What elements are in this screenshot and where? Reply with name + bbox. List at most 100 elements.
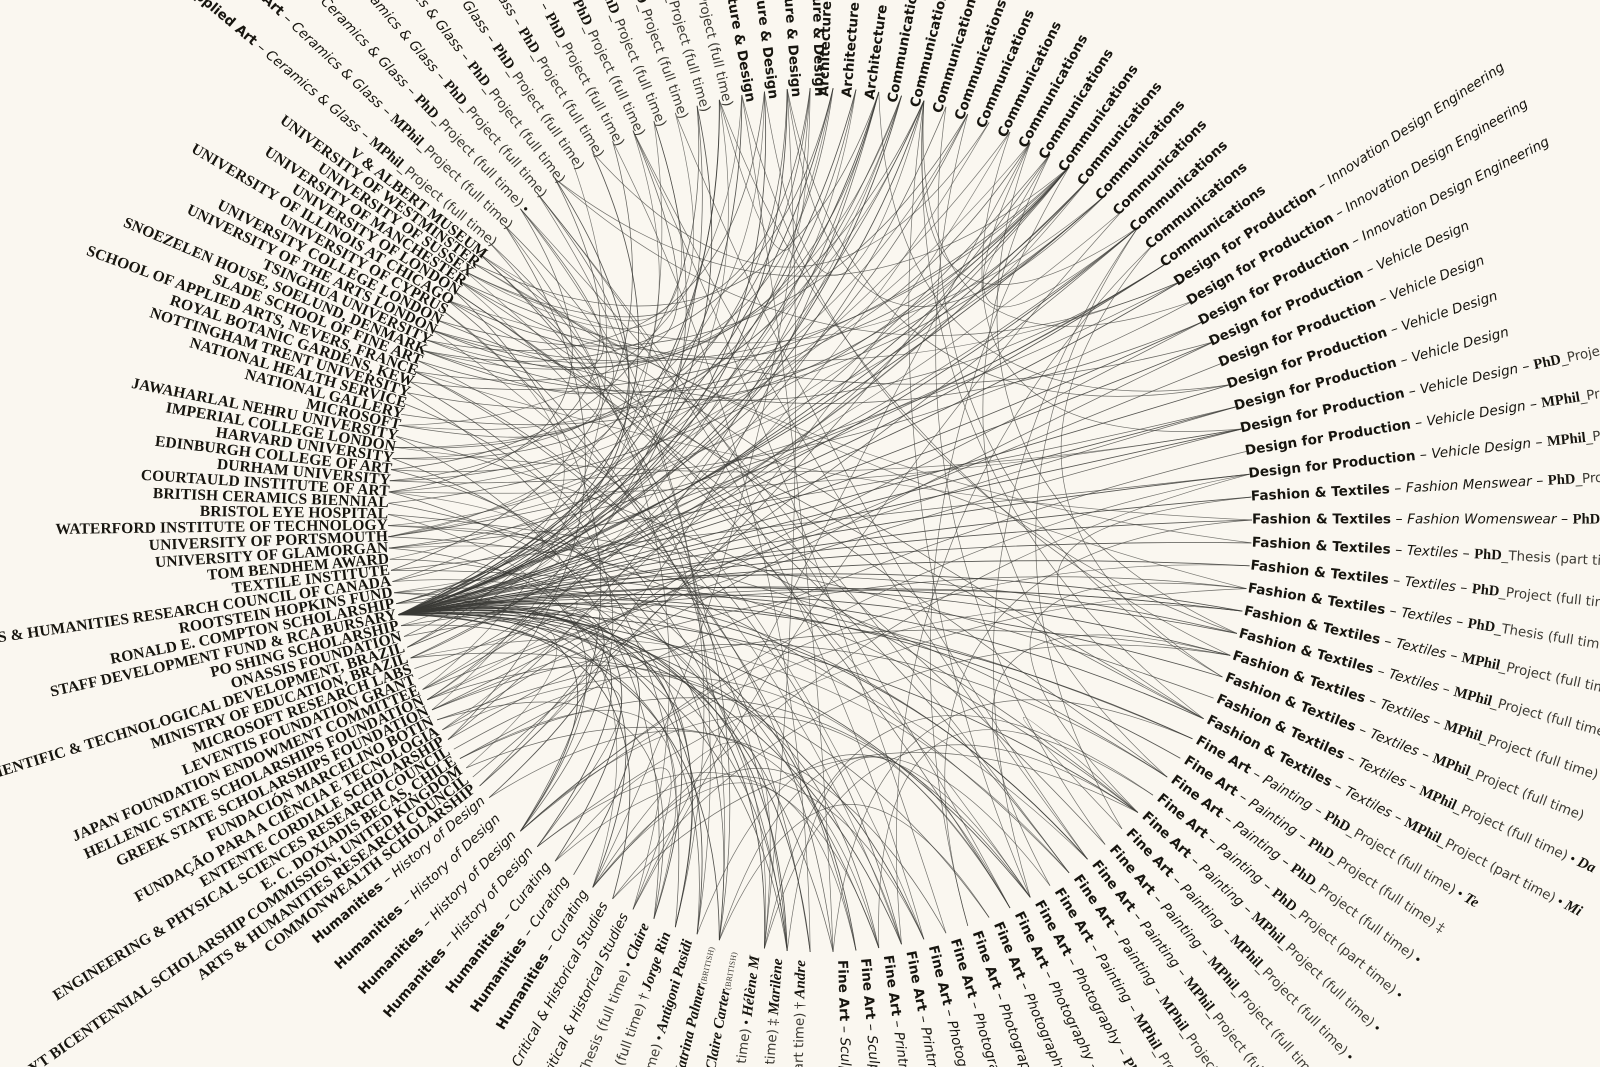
chord-link bbox=[398, 473, 1250, 616]
chord-link bbox=[764, 89, 797, 949]
chord-link bbox=[388, 536, 1139, 813]
chord-link bbox=[427, 91, 880, 368]
chord-link bbox=[398, 95, 902, 430]
researcher-name[interactable]: Mi bbox=[1561, 897, 1585, 920]
chord-link bbox=[982, 154, 1168, 778]
researcher-name[interactable]: Hélène M bbox=[739, 954, 764, 1018]
programme-school: Fine Art bbox=[834, 959, 852, 1022]
chord-link bbox=[410, 381, 788, 951]
chord-link bbox=[403, 100, 925, 637]
programme-work-type: _Thesis (part time) bbox=[1501, 548, 1600, 571]
chord-link bbox=[459, 697, 1031, 898]
chord-link bbox=[398, 95, 743, 426]
chord-link bbox=[447, 300, 788, 951]
researcher-name[interactable]: Claire Carter bbox=[703, 987, 734, 1067]
programme-label[interactable]: Architecture & Design bbox=[816, 0, 838, 97]
label-separator-icon: † bbox=[636, 991, 653, 1003]
chord-link bbox=[592, 782, 857, 951]
chord-link bbox=[392, 131, 1011, 582]
chord-link bbox=[537, 193, 711, 935]
label-separator-icon: † bbox=[793, 1001, 809, 1010]
label-dash: – bbox=[1531, 472, 1549, 490]
programme-degree: MPhil bbox=[1540, 389, 1582, 412]
programme-degree: PhD bbox=[1547, 471, 1576, 489]
chord-link bbox=[741, 95, 1238, 634]
chord-link bbox=[389, 166, 1070, 560]
chord-link bbox=[554, 775, 925, 940]
programme-label[interactable]: Fashion & Textiles – Fashion Womenswear … bbox=[1252, 512, 1600, 529]
chord-link bbox=[398, 593, 1204, 720]
chord-link bbox=[442, 122, 990, 731]
chord-link bbox=[878, 91, 1231, 392]
chord-link bbox=[407, 180, 1088, 648]
chord-link bbox=[398, 607, 683, 919]
programme-course: Vehicle Design bbox=[1418, 360, 1520, 398]
chord-link bbox=[390, 473, 1250, 571]
programme-course: Sculpture bbox=[863, 1035, 884, 1067]
chord-link bbox=[764, 744, 1139, 949]
programme-school: Architecture & Design bbox=[775, 0, 805, 98]
chord-link bbox=[466, 195, 1106, 344]
researcher-name[interactable]: Marilène bbox=[766, 957, 787, 1016]
chord-link bbox=[388, 491, 834, 952]
chord-link bbox=[392, 262, 1168, 582]
chord-link bbox=[632, 142, 1031, 910]
chord-link bbox=[387, 514, 618, 888]
chord-link bbox=[479, 91, 880, 787]
chord-link bbox=[459, 281, 925, 940]
chord-link bbox=[390, 469, 725, 941]
programme-school: Fashion & Textiles bbox=[1252, 511, 1392, 528]
chord-link bbox=[466, 112, 694, 329]
programme-school: Fine Art bbox=[857, 957, 879, 1021]
chord-link bbox=[537, 588, 1247, 847]
programme-work-type: _Project (full time) bbox=[1253, 960, 1351, 1059]
researcher-name[interactable]: Te bbox=[1460, 890, 1482, 912]
chord-link bbox=[1060, 244, 1223, 678]
chord-link bbox=[398, 262, 1168, 616]
chord-link bbox=[929, 166, 1070, 926]
programme-course: Textiles bbox=[1355, 755, 1409, 791]
chord-link bbox=[394, 100, 925, 448]
chord-link bbox=[392, 458, 880, 949]
label-dash: – bbox=[1391, 511, 1408, 528]
chord-link bbox=[392, 579, 766, 949]
programme-course: Textiles bbox=[1386, 666, 1441, 696]
chord-link bbox=[479, 253, 1204, 720]
chord-link bbox=[921, 100, 1204, 719]
chord-link bbox=[388, 113, 969, 493]
chord-link bbox=[981, 131, 1243, 432]
label-separator-icon: • bbox=[1369, 1021, 1384, 1036]
chord-link bbox=[390, 105, 700, 470]
chord-link bbox=[764, 715, 1154, 949]
chord-link bbox=[398, 105, 713, 616]
programme-course: Textiles bbox=[1403, 573, 1457, 596]
chord-link bbox=[422, 95, 902, 370]
chord-link bbox=[935, 114, 1106, 845]
researcher-affiliation: (BRITISH) bbox=[698, 945, 717, 986]
chord-link bbox=[427, 362, 1223, 701]
chord-link bbox=[592, 88, 811, 888]
chord-link bbox=[431, 121, 663, 711]
programme-degree: PhD bbox=[1473, 546, 1503, 564]
programme-work-type: _Project (part time) bbox=[1575, 465, 1600, 488]
researcher-name[interactable]: Da bbox=[1574, 854, 1599, 877]
chord-link bbox=[447, 281, 1181, 362]
chord-link bbox=[410, 154, 1051, 659]
chord-link bbox=[414, 100, 925, 381]
researcher-name[interactable]: Andre bbox=[792, 960, 810, 999]
programme-course: Textiles bbox=[1377, 696, 1432, 728]
chord-link bbox=[466, 88, 811, 318]
chord-link bbox=[392, 91, 765, 459]
programme-degree: MPhil bbox=[1416, 782, 1459, 814]
chord-link bbox=[431, 208, 604, 370]
chord-link bbox=[398, 519, 1253, 616]
chord-link bbox=[520, 208, 1070, 874]
programme-label[interactable]: Fine Art – Sculpture – PhD_Project (part… bbox=[785, 960, 810, 1067]
chord-link bbox=[396, 600, 1088, 860]
programme-work-type: _Project (full time) bbox=[1578, 371, 1600, 406]
chord-link bbox=[465, 271, 1031, 898]
chord-link bbox=[394, 88, 811, 449]
chord-link bbox=[398, 613, 703, 935]
chord-link bbox=[410, 652, 990, 918]
programme-degree: PhD bbox=[1532, 351, 1563, 374]
